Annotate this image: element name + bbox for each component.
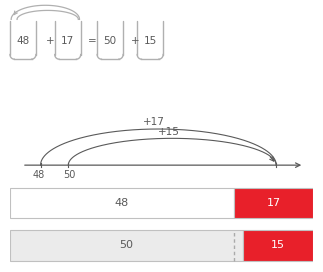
Text: 17: 17 [266, 198, 281, 208]
Text: 15: 15 [143, 36, 157, 46]
Bar [234, 188, 313, 218]
Bar [10, 230, 243, 261]
Bar [10, 188, 234, 218]
Text: +: + [46, 36, 54, 46]
Text: +17: +17 [143, 118, 165, 127]
Text: +15: +15 [158, 127, 180, 137]
Text: =: = [88, 36, 97, 46]
Text: 17: 17 [61, 36, 74, 46]
Text: 48: 48 [115, 198, 129, 208]
Text: 50: 50 [64, 170, 76, 180]
Text: 50: 50 [120, 240, 133, 251]
Bar [243, 230, 313, 261]
Text: 50: 50 [104, 36, 117, 46]
Text: 48: 48 [16, 36, 30, 46]
Text: +: + [130, 36, 139, 46]
Text: 48: 48 [33, 170, 45, 180]
Text: 15: 15 [271, 240, 285, 251]
